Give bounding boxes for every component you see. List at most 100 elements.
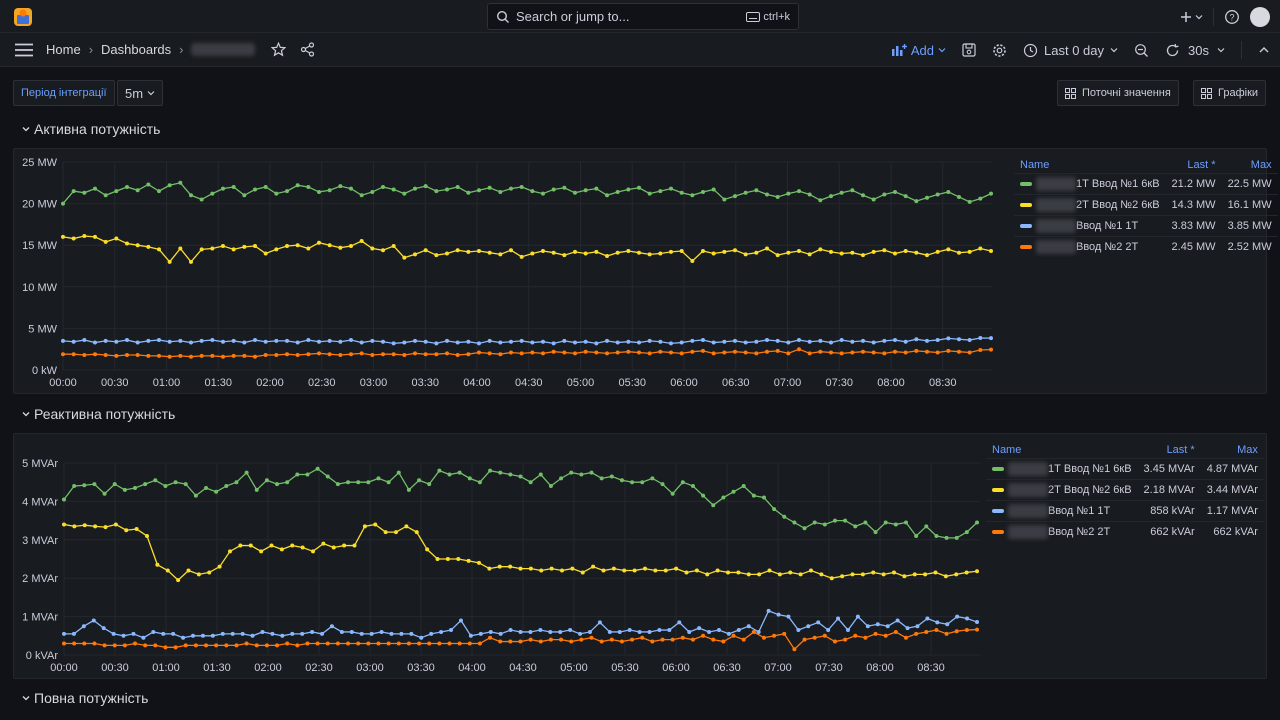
chevron-down-icon <box>1217 48 1225 53</box>
legend-row[interactable]: Ввод №2 2Т 2.45 MW 2.52 MW <box>1014 236 1278 257</box>
data-point <box>263 339 268 344</box>
data-point <box>701 189 705 194</box>
legend-series-name[interactable]: 2Т Ввод №2 6кВ <box>986 479 1138 501</box>
legend-row[interactable]: Ввод №2 2Т 662 kVAr 662 kVAr <box>986 521 1264 542</box>
grafana-logo-icon[interactable] <box>12 6 34 28</box>
legend-row[interactable]: 2Т Ввод №2 6кВ 14.3 MW 16.1 MW <box>1014 194 1278 216</box>
share-icon[interactable] <box>300 42 315 57</box>
data-point <box>943 574 948 579</box>
data-point <box>317 240 321 245</box>
x-tick-label: 03:30 <box>407 662 435 674</box>
star-icon[interactable] <box>271 42 287 57</box>
breadcrumb-home[interactable]: Home <box>46 42 81 57</box>
data-point <box>617 629 622 634</box>
data-point <box>861 338 865 343</box>
legend-series-name[interactable]: Ввод №1 1Т <box>986 500 1138 522</box>
legend-row[interactable]: 2Т Ввод №2 6кВ 2.18 MVAr 3.44 MVAr <box>986 479 1264 501</box>
help-icon[interactable]: ? <box>1224 9 1240 25</box>
data-point <box>306 246 311 251</box>
row-toggle-reactive-power[interactable]: Реактивна потужність <box>22 406 175 422</box>
data-point <box>467 476 472 481</box>
data-point <box>711 187 716 192</box>
data-point <box>905 626 910 631</box>
legend-row[interactable]: Ввод №1 1Т 858 kVAr 1.17 MVAr <box>986 500 1264 522</box>
legend-header-name[interactable]: Name <box>1020 159 1050 171</box>
data-point <box>743 350 748 355</box>
active-power-chart[interactable]: 0 kW 5 MW 10 MW 15 MW 20 MW 25 MW 00:00 00:30 01… <box>14 149 999 393</box>
breadcrumb-dashboards[interactable]: Dashboards <box>101 42 172 57</box>
data-point <box>903 635 908 640</box>
data-point <box>946 348 951 353</box>
legend-series-name[interactable]: Ввод №2 2Т <box>1014 236 1166 257</box>
data-point <box>91 618 96 623</box>
data-point <box>61 234 65 239</box>
legend-color-swatch <box>992 509 1004 513</box>
data-point <box>263 184 268 189</box>
data-point <box>389 631 394 636</box>
data-point <box>669 186 673 191</box>
x-tick-label: 06:00 <box>670 377 698 389</box>
data-point <box>754 188 759 193</box>
data-point <box>562 253 567 258</box>
data-point <box>573 190 577 195</box>
data-point <box>684 570 689 575</box>
row-toggle-active-power[interactable]: Активна потужність <box>22 121 160 137</box>
legend-series-name[interactable]: Ввод №2 2Т <box>986 521 1138 542</box>
current-values-link-button[interactable]: Поточні значення <box>1057 80 1179 106</box>
legend-series-name[interactable]: 1Т Ввод №1 6кВ <box>1014 173 1166 195</box>
data-point <box>519 351 524 356</box>
x-tick-label: 08:30 <box>929 377 957 389</box>
data-point <box>647 351 652 356</box>
data-point <box>437 641 442 646</box>
variable-select-period[interactable]: 5m <box>117 80 163 106</box>
data-point <box>619 639 624 644</box>
new-menu-button[interactable] <box>1179 10 1203 24</box>
search-input[interactable]: Search or jump to... ctrl+k <box>487 3 799 30</box>
legend-header-name[interactable]: Name <box>992 444 1022 456</box>
data-point <box>231 338 236 343</box>
data-point <box>275 643 280 648</box>
gear-icon[interactable] <box>992 43 1007 58</box>
data-point <box>167 183 172 188</box>
data-point <box>669 341 673 346</box>
legend-series-label: Ввод №2 2Т <box>1048 525 1111 538</box>
legend-header-max[interactable]: Max <box>1250 159 1272 171</box>
legend-row[interactable]: 1Т Ввод №1 6кВ 3.45 MVAr 4.87 MVAr <box>986 458 1264 480</box>
data-point <box>754 250 759 255</box>
legend-header-last[interactable]: Last * <box>1187 159 1216 171</box>
data-point <box>306 352 311 357</box>
data-point <box>871 340 876 345</box>
refresh-picker[interactable]: 30s <box>1165 43 1225 58</box>
data-point <box>508 639 513 644</box>
data-point <box>707 629 712 634</box>
data-point <box>253 354 257 359</box>
legend-series-name[interactable]: 2Т Ввод №2 6кВ <box>1014 194 1166 216</box>
legend-header-max[interactable]: Max <box>1237 444 1258 456</box>
x-tick-label: 00:30 <box>101 662 129 674</box>
data-point <box>933 570 938 575</box>
data-point <box>881 572 886 577</box>
data-point <box>423 352 428 357</box>
graphs-link-button[interactable]: Графіки <box>1193 80 1267 106</box>
zoom-out-icon[interactable] <box>1134 43 1149 58</box>
save-icon[interactable] <box>962 43 976 57</box>
data-point <box>519 338 524 343</box>
legend-row[interactable]: 1Т Ввод №1 6кВ 21.2 MW 22.5 MW <box>1014 173 1278 195</box>
row-toggle-full-power[interactable]: Повна потужність <box>22 690 148 706</box>
chevron-up-icon[interactable] <box>1258 44 1270 56</box>
data-point <box>186 568 191 573</box>
legend-row[interactable]: Ввод №1 1Т 3.83 MW 3.85 MW <box>1014 215 1278 237</box>
data-point <box>143 482 148 487</box>
data-point <box>573 249 577 254</box>
add-button[interactable]: Add <box>891 43 946 58</box>
menu-icon[interactable] <box>15 43 33 57</box>
data-point <box>210 353 215 358</box>
legend-series-name[interactable]: Ввод №1 1Т <box>1014 215 1166 237</box>
reactive-power-chart[interactable]: 0 kVAr 1 MVAr 2 MVAr 3 MVAr 4 MVAr 5 MVAr 00:0… <box>14 434 984 678</box>
data-point <box>538 628 543 633</box>
legend-series-name[interactable]: 1Т Ввод №1 6кВ <box>986 458 1138 480</box>
time-range-picker[interactable]: Last 0 day <box>1023 43 1118 58</box>
user-avatar[interactable] <box>1250 6 1270 27</box>
data-point <box>338 184 343 189</box>
legend-header-last[interactable]: Last * <box>1166 444 1195 456</box>
